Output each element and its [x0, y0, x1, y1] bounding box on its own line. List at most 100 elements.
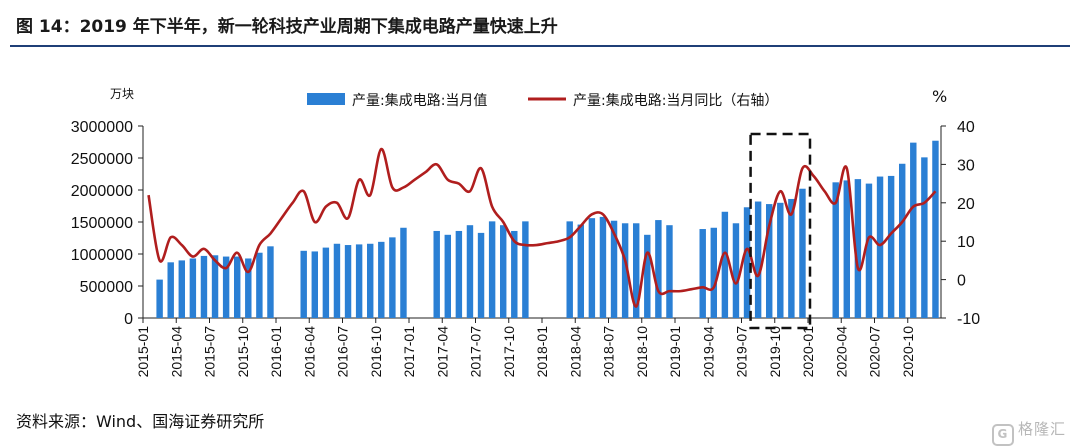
- x-tick-label: 2015-04: [168, 326, 184, 378]
- bar: [854, 179, 862, 318]
- left-tick-label: 3000000: [71, 119, 133, 136]
- x-tick-label: 2018-04: [567, 326, 583, 378]
- bar: [876, 176, 884, 318]
- left-tick-label: 2000000: [71, 183, 133, 200]
- x-tick-label: 2016-04: [301, 326, 317, 378]
- x-tick-label: 2017-04: [434, 326, 450, 378]
- yoy-line: [147, 147, 937, 308]
- bar: [311, 251, 319, 318]
- bar: [732, 223, 740, 318]
- x-tick-label: 2017-07: [468, 326, 484, 378]
- left-tick-label: 0: [124, 311, 133, 328]
- bar: [788, 198, 795, 318]
- x-tick-label: 2015-10: [235, 326, 251, 378]
- bar: [721, 211, 729, 318]
- x-tick-label: 2020-07: [867, 326, 883, 378]
- bar: [921, 157, 928, 318]
- legend: 产量:集成电路:当月值 产量:集成电路:当月同比（右轴）: [307, 92, 778, 109]
- bar: [898, 163, 906, 318]
- right-tick-label: -10: [957, 311, 980, 328]
- bar: [610, 220, 618, 318]
- bar: [910, 142, 917, 318]
- left-tick-label: 1500000: [71, 215, 133, 232]
- x-tick-label: 2015-07: [202, 326, 218, 378]
- bar: [300, 250, 307, 318]
- highlight-box-rect: [749, 132, 812, 330]
- x-tick-label: 2019-04: [700, 326, 716, 378]
- left-axis-unit: 万块: [110, 87, 134, 101]
- x-tick-label: 2020-01: [800, 326, 816, 378]
- bar: [267, 246, 274, 318]
- x-tick-label: 2016-01: [268, 326, 284, 378]
- bar: [644, 234, 651, 318]
- source-note: 资料来源：Wind、国海证券研究所: [16, 412, 265, 431]
- bar: [710, 227, 718, 318]
- bar: [511, 230, 518, 318]
- x-tick-label: 2016-10: [368, 326, 384, 378]
- right-tick-label: 30: [957, 157, 975, 174]
- title-rule: [10, 45, 1070, 47]
- right-axis-unit: %: [932, 87, 947, 106]
- watermark-text: 格隆汇: [1017, 420, 1066, 438]
- chart-title: 图 14：2019 年下半年，新一轮科技产业周期下集成电路产量快速上升: [16, 17, 558, 37]
- bar: [932, 140, 939, 318]
- bar: [577, 224, 585, 318]
- bar: [189, 258, 197, 318]
- bar: [799, 188, 806, 318]
- bar: [666, 225, 673, 318]
- bar: [621, 223, 629, 318]
- x-tick-label: 2020-10: [900, 326, 916, 378]
- x-tick-label: 2016-07: [335, 326, 351, 378]
- x-tick-label: 2019-10: [767, 326, 783, 378]
- x-tick-label: 2020-04: [833, 326, 849, 378]
- left-tick-label: 500000: [80, 279, 133, 296]
- bar: [355, 244, 363, 318]
- right-tick-label: 20: [957, 196, 975, 213]
- bar: [156, 279, 163, 318]
- bar: [222, 256, 230, 318]
- bar: [389, 237, 396, 318]
- bar: [632, 223, 640, 318]
- legend-line-label: 产量:集成电路:当月同比（右轴）: [573, 92, 778, 109]
- right-tick-label: 40: [957, 119, 975, 136]
- x-tick-label: 2015-01: [135, 326, 151, 378]
- bar: [588, 218, 596, 318]
- bar: [233, 256, 241, 318]
- bar: [843, 180, 851, 318]
- bar-series: [156, 140, 939, 318]
- bar: [400, 227, 407, 318]
- bar: [832, 182, 839, 318]
- watermark: G 格隆汇: [991, 418, 1066, 446]
- bar: [699, 229, 706, 318]
- axes: 0 500000 1000000 1500000 2000000 2500000 30000…: [71, 87, 981, 377]
- right-tick-label: 0: [957, 273, 966, 290]
- bar: [655, 220, 662, 318]
- bar: [743, 207, 751, 318]
- bar: [344, 245, 352, 318]
- bar: [256, 252, 263, 318]
- bar: [200, 255, 208, 318]
- bar: [455, 230, 463, 318]
- legend-bar-label: 产量:集成电路:当月值: [352, 92, 487, 109]
- watermark-logo-icon: G: [991, 424, 1014, 446]
- x-tick-label: 2018-01: [534, 326, 550, 378]
- bar: [366, 243, 374, 318]
- x-tick-label: 2017-10: [501, 326, 517, 378]
- bar: [378, 241, 385, 318]
- bar: [887, 175, 895, 318]
- bar: [211, 255, 219, 318]
- bar: [322, 247, 330, 318]
- bar: [599, 216, 607, 318]
- bar: [167, 262, 174, 318]
- bar: [245, 258, 252, 318]
- bar: [865, 183, 873, 318]
- bar: [765, 204, 773, 318]
- x-tick-label: 2019-07: [734, 326, 750, 378]
- bar: [178, 260, 186, 318]
- bar: [466, 225, 474, 318]
- legend-bar-swatch: [307, 93, 345, 105]
- bar: [444, 234, 452, 318]
- x-tick-label: 2019-01: [667, 326, 683, 378]
- bar: [433, 230, 440, 318]
- bar: [522, 221, 529, 318]
